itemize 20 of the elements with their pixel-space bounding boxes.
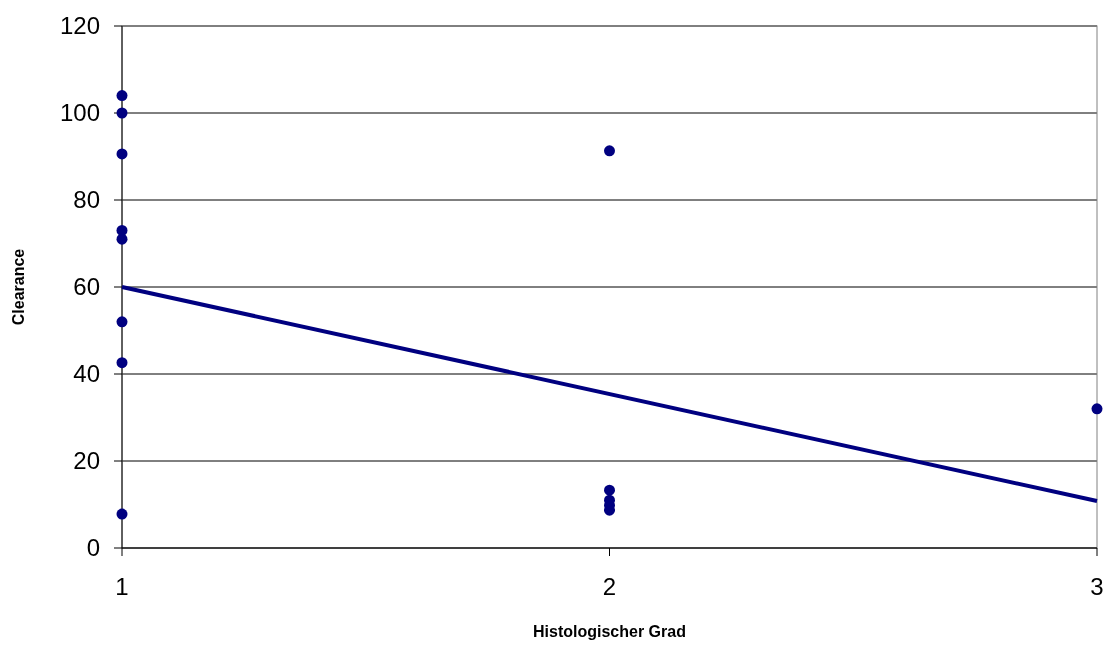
point [116,357,128,369]
x-tick-label: 1 [115,573,129,600]
y-tick-label: 40 [73,360,100,388]
point [604,145,615,157]
y-tick-label: 80 [73,186,100,214]
x-tick-label: 2 [602,573,617,600]
y-tick-label: 100 [59,99,100,127]
x-tick-label: 3 [1090,573,1104,600]
y-tick-label: 0 [86,534,100,562]
point [116,508,128,520]
x-axis-title: Histologischer Grad [533,623,686,640]
point [1091,403,1103,415]
point [604,484,615,496]
y-tick-label: 20 [73,447,100,475]
point [116,148,128,160]
y-tick-label: 60 [73,273,100,301]
point [116,316,128,328]
point [116,90,128,102]
y-tick-label: 120 [59,12,100,40]
y-axis-title: Clearance [10,248,27,326]
